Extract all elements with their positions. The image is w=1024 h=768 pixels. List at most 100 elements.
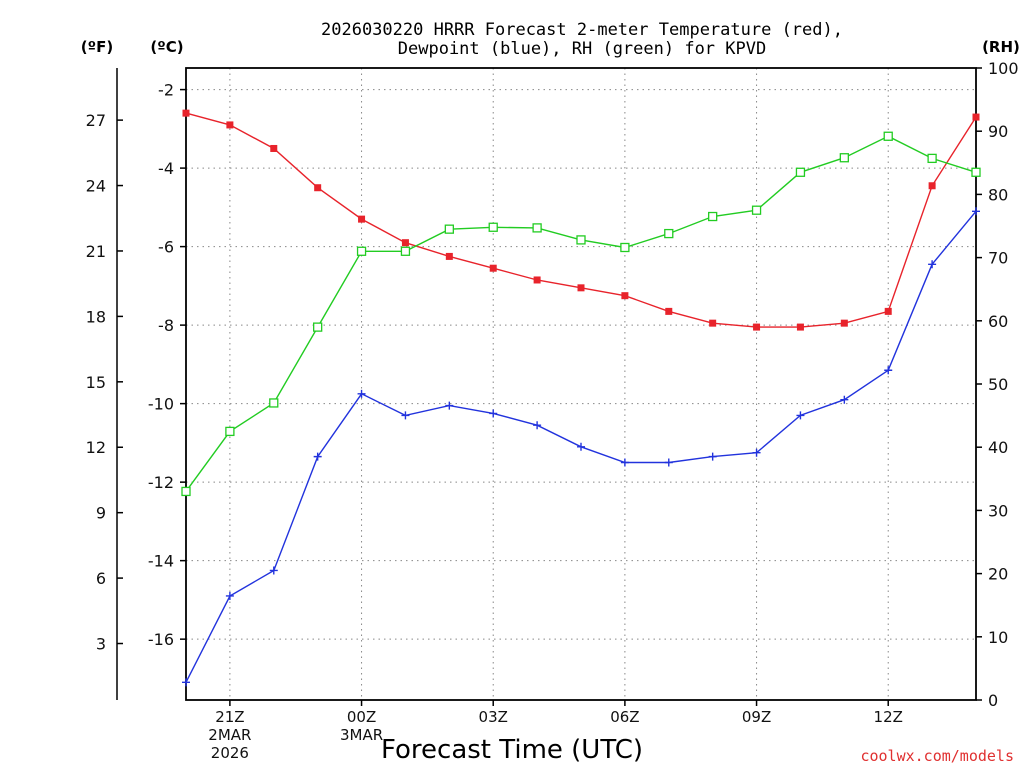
series-layer	[181, 109, 981, 687]
temperature-line	[185, 112, 977, 328]
rh-tick-label: 40	[988, 438, 1008, 457]
fahrenheit-tick-label: 6	[96, 569, 106, 588]
rh-series	[181, 131, 981, 497]
celsius-tick-label: -10	[148, 395, 174, 414]
dewpoint-point	[489, 409, 498, 418]
temperature-series	[182, 109, 980, 331]
temperature-point	[621, 292, 629, 300]
x-axis-title: Forecast Time (UTC)	[381, 735, 643, 765]
rh-tick-label: 80	[988, 185, 1008, 204]
temperature-point	[884, 307, 892, 315]
time-tick-label: 06Z	[610, 708, 639, 726]
rh-point	[751, 205, 762, 215]
fahrenheit-tick-label: 18	[86, 307, 106, 326]
dewpoint-point	[182, 678, 190, 687]
dewpoint-point	[840, 395, 849, 404]
temperature-point	[972, 113, 980, 121]
celsius-tick-label: -12	[148, 473, 174, 492]
dewpoint-point	[225, 591, 234, 600]
fahrenheit-tick-label: 21	[86, 242, 106, 261]
rh-point	[488, 222, 498, 232]
celsius-tick-label: -8	[158, 316, 174, 335]
time-tick-label: 03Z	[479, 708, 508, 726]
date-label: 2MAR	[208, 726, 251, 744]
temperature-point	[709, 319, 717, 327]
rh-point	[927, 153, 937, 164]
rh-point	[664, 228, 674, 239]
rh-point	[839, 153, 849, 163]
grid	[186, 68, 976, 700]
dewpoint-point	[269, 566, 278, 575]
rh-tick-label: 0	[988, 691, 998, 710]
date-label: 3MAR	[340, 726, 383, 744]
celsius-tick-label: -6	[158, 238, 174, 257]
rh-point	[313, 322, 323, 332]
celsius-axis: -2 -4 -6 -8 -10 -12 -14 -16	[148, 81, 186, 649]
rh-point	[356, 246, 367, 256]
rh-point	[576, 235, 586, 245]
dewpoint-point	[533, 421, 542, 430]
time-tick-label: 09Z	[742, 708, 771, 726]
rh-point	[883, 131, 893, 141]
fahrenheit-tick-label: 12	[86, 438, 106, 457]
fahrenheit-axis: 27 24 21 18 15 12 9 6 3	[86, 111, 123, 654]
rh-unit-label: (RH)	[982, 38, 1020, 56]
chart-title-line2: Dewpoint (blue), RH (green) for KPVD	[398, 39, 766, 59]
celsius-tick-label: -2	[158, 81, 174, 100]
dewpoint-point	[620, 458, 629, 467]
dewpoint-point	[972, 207, 980, 216]
dewpoint-point	[752, 448, 761, 457]
fahrenheit-tick-label: 27	[86, 111, 106, 130]
rh-point	[532, 223, 542, 233]
year-label: 2026	[211, 744, 249, 762]
temperature-point	[928, 182, 936, 190]
temperature-point	[577, 284, 585, 292]
fahrenheit-tick-label: 9	[96, 504, 106, 523]
dewpoint-point	[928, 260, 937, 269]
plot-frame	[185, 67, 977, 701]
fahrenheit-tick-label: 3	[96, 635, 106, 654]
time-tick-label: 21Z	[215, 708, 244, 726]
rh-tick-label: 60	[988, 312, 1008, 331]
dewpoint-point	[445, 401, 454, 410]
rh-point	[795, 167, 806, 177]
rh-point	[269, 398, 279, 408]
celsius-tick-label: -4	[158, 159, 174, 178]
celsius-tick-label: -14	[148, 552, 174, 571]
temperature-point	[489, 264, 497, 272]
chart-title-line1: 2026030220 HRRR Forecast 2-meter Tempera…	[321, 20, 843, 40]
temperature-point	[753, 323, 761, 331]
rh-point	[400, 246, 411, 256]
rh-tick-label: 50	[988, 375, 1008, 394]
rh-point	[444, 224, 454, 234]
fahrenheit-tick-label: 15	[86, 373, 106, 392]
time-tick-label: 12Z	[874, 708, 903, 726]
rh-tick-label: 30	[988, 501, 1008, 520]
temperature-point	[270, 144, 278, 152]
celsius-tick-label: -16	[148, 630, 174, 649]
temperature-point	[226, 121, 234, 129]
dewpoint-point	[401, 411, 410, 420]
rh-line	[185, 135, 977, 492]
dewpoint-point	[664, 458, 673, 467]
dewpoint-point	[357, 389, 366, 398]
temperature-point	[533, 276, 541, 284]
rh-tick-label: 90	[988, 122, 1008, 141]
temperature-point	[401, 239, 409, 247]
rh-tick-label: 20	[988, 565, 1008, 584]
fahrenheit-unit-label: (ºF)	[81, 38, 113, 56]
rh-tick-label: 100	[988, 59, 1019, 78]
temperature-point	[665, 307, 673, 315]
rh-point	[181, 486, 191, 497]
dewpoint-point	[313, 452, 322, 461]
rh-point	[971, 167, 981, 177]
temperature-point	[358, 215, 366, 223]
dewpoint-point	[577, 442, 585, 451]
temperature-point	[445, 252, 453, 260]
rh-tick-label: 10	[988, 628, 1008, 647]
temperature-point	[796, 323, 804, 331]
time-tick-label: 00Z	[347, 708, 376, 726]
dewpoint-point	[708, 452, 717, 461]
